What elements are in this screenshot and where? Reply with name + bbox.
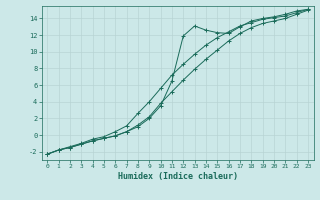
X-axis label: Humidex (Indice chaleur): Humidex (Indice chaleur) [118,172,237,181]
